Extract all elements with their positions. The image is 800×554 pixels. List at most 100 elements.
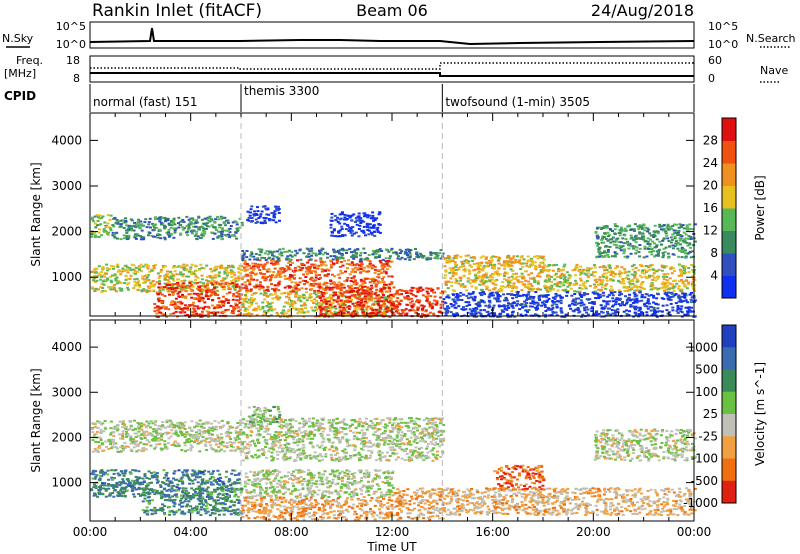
data-cell [348, 226, 352, 229]
data-cell [671, 233, 675, 236]
data-cell [382, 265, 386, 268]
data-cell [647, 228, 651, 231]
data-cell [654, 311, 658, 314]
data-cell [334, 311, 338, 314]
data-cell [539, 269, 543, 271]
data-cell [661, 286, 665, 289]
data-cell [288, 260, 292, 263]
data-cell [555, 294, 559, 297]
data-cell [122, 234, 126, 237]
data-cell [301, 304, 305, 307]
data-cell [152, 267, 156, 270]
data-cell [140, 289, 144, 292]
data-cell [494, 255, 498, 258]
data-cell [316, 283, 320, 286]
data-cell [607, 313, 610, 316]
data-cell [553, 298, 557, 300]
data-cell [437, 311, 441, 313]
data-cell [173, 303, 177, 306]
data-cell [650, 306, 654, 309]
data-cell [617, 279, 620, 282]
data-cell [646, 230, 650, 233]
data-cell [367, 291, 371, 294]
data-cell [412, 258, 416, 261]
data-cell [133, 278, 137, 281]
data-cell [116, 270, 120, 273]
data-cell [181, 226, 185, 229]
data-cell [250, 251, 254, 254]
data-cell [663, 282, 667, 285]
data-cell [267, 213, 271, 216]
data-cell [204, 294, 208, 296]
data-cell [390, 282, 394, 285]
data-cell [251, 268, 255, 271]
data-cell [377, 276, 381, 279]
data-cell [449, 303, 453, 305]
data-cell [330, 212, 334, 215]
data-cell [262, 216, 266, 219]
data-cell [127, 288, 130, 291]
data-cell [469, 296, 473, 299]
data-cell [678, 234, 682, 236]
data-cell [340, 306, 344, 309]
data-cell [637, 227, 641, 230]
data-cell [244, 310, 247, 313]
data-cell [656, 303, 660, 306]
data-cell [159, 221, 163, 224]
data-cell [427, 301, 431, 304]
data-cell [666, 272, 670, 275]
data-cell [627, 297, 631, 300]
data-cell [374, 252, 378, 255]
data-cell [380, 264, 384, 267]
data-cell [604, 238, 608, 240]
data-cell [496, 316, 500, 318]
data-cell [546, 276, 549, 279]
data-cell [276, 209, 280, 212]
data-cell [487, 296, 491, 299]
data-cell [609, 241, 613, 244]
data-cell [375, 217, 379, 220]
data-cell [346, 214, 350, 217]
data-cell [172, 279, 176, 282]
data-cell [161, 266, 165, 269]
data-cell [272, 214, 276, 217]
data-cell [362, 291, 366, 294]
data-cell [158, 289, 162, 292]
data-cell [278, 253, 282, 256]
data-cell [606, 303, 610, 306]
data-cell [609, 291, 613, 294]
data-cell [345, 262, 349, 265]
y-tick-label: 1000 [51, 270, 82, 284]
data-cell [455, 296, 459, 299]
data-cell [649, 238, 652, 241]
data-cell [317, 289, 320, 292]
data-cell [643, 268, 647, 271]
data-cell [595, 256, 599, 259]
data-cell [644, 240, 648, 243]
data-cell [141, 265, 145, 268]
data-cell [319, 309, 323, 312]
data-cell [137, 265, 141, 268]
data-cell [417, 256, 421, 259]
data-cell [644, 265, 648, 267]
data-cell [280, 312, 284, 314]
data-cell [444, 282, 448, 285]
data-cell [334, 293, 338, 296]
data-cell [654, 314, 658, 317]
data-cell [352, 257, 356, 260]
data-cell [674, 293, 678, 295]
data-cell [632, 239, 636, 242]
data-cell [468, 270, 472, 273]
data-cell [606, 231, 610, 234]
data-cell [265, 269, 269, 271]
data-cell [256, 206, 259, 209]
data-cell [535, 255, 539, 257]
data-cell [524, 270, 528, 273]
data-cell [310, 306, 314, 309]
data-cell [633, 223, 637, 226]
data-cell [286, 310, 290, 313]
data-cell [412, 303, 416, 306]
data-cell [481, 299, 485, 302]
data-cell [202, 267, 206, 270]
data-cell [367, 294, 370, 297]
